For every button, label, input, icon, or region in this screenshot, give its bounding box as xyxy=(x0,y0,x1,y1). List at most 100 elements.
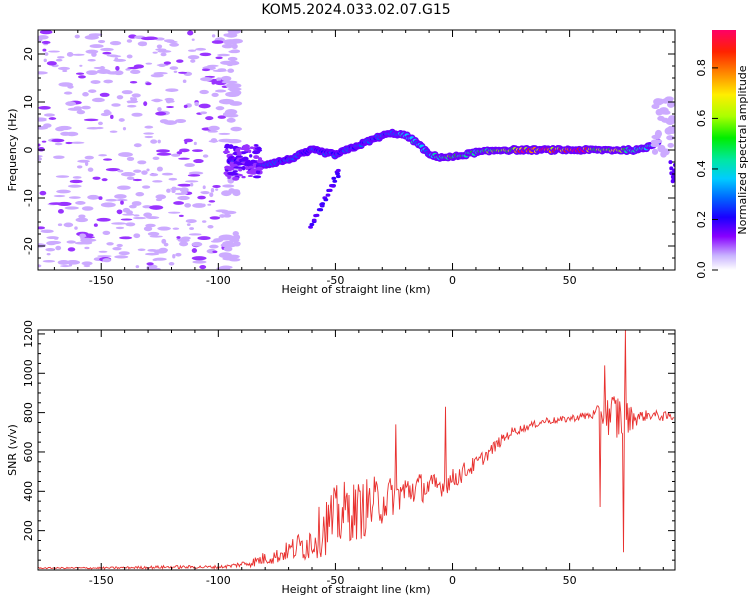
ridge-spread xyxy=(232,170,238,173)
noise-blob xyxy=(38,146,45,152)
noise-blob xyxy=(211,92,219,97)
noise-blob xyxy=(174,118,187,123)
noise-blob xyxy=(130,97,138,102)
noise-blob xyxy=(228,258,241,262)
noise-blob xyxy=(172,227,180,230)
noise-blob xyxy=(109,130,118,133)
noise-blob xyxy=(51,138,65,143)
noise-blob xyxy=(106,242,114,246)
snr-axes-frame xyxy=(37,329,676,571)
noise-blob xyxy=(173,70,178,73)
noise-blob xyxy=(133,214,140,217)
spectrogram-x-tick-label: 0 xyxy=(449,274,456,287)
noise-blob xyxy=(226,117,236,123)
noise-blob xyxy=(214,89,227,93)
noise-blob xyxy=(126,54,133,59)
noise-blob xyxy=(150,73,164,78)
noise-blob xyxy=(115,65,120,71)
ridge-spread xyxy=(232,163,238,167)
noise-blob xyxy=(188,171,204,175)
branch-point xyxy=(314,213,320,217)
noise-blob xyxy=(38,118,47,122)
noise-blob xyxy=(209,244,219,249)
noise-blob xyxy=(223,33,231,37)
noise-blob xyxy=(116,185,131,190)
noise-blob xyxy=(135,265,140,269)
noise-blob xyxy=(194,101,199,107)
spectrogram-x-tick-label: -100 xyxy=(206,274,231,287)
noise-blob xyxy=(127,100,131,104)
noise-blob xyxy=(221,80,238,84)
noise-blob xyxy=(98,154,108,157)
noise-blob xyxy=(152,156,160,160)
noise-blob xyxy=(169,66,179,70)
noise-blob xyxy=(191,256,207,261)
edge-blob xyxy=(650,142,660,148)
noise-blob xyxy=(116,210,122,214)
noise-blob xyxy=(119,236,133,240)
noise-blob xyxy=(116,243,123,248)
noise-blob xyxy=(38,35,49,40)
noise-blob xyxy=(211,40,224,44)
noise-blob xyxy=(231,89,242,96)
noise-blob xyxy=(114,255,129,259)
noise-blob xyxy=(217,53,230,57)
noise-blob xyxy=(151,267,161,270)
noise-blob xyxy=(75,217,89,223)
noise-blob xyxy=(143,101,148,107)
noise-blob xyxy=(150,139,158,144)
noise-blob xyxy=(226,139,242,144)
noise-blob xyxy=(130,69,141,75)
noise-blob xyxy=(128,204,137,209)
noise-blob xyxy=(217,68,227,72)
noise-blob xyxy=(90,80,101,84)
branch-point xyxy=(311,218,317,222)
noise-blob xyxy=(227,68,235,73)
noise-blob xyxy=(105,167,121,172)
noise-blob xyxy=(39,190,47,196)
noise-blob xyxy=(38,264,42,268)
ridge-spread xyxy=(238,158,246,162)
noise-blob xyxy=(82,236,96,239)
noise-blob xyxy=(132,178,142,182)
noise-blob xyxy=(46,61,57,66)
noise-blob xyxy=(149,205,164,210)
noise-blob xyxy=(231,43,238,50)
noise-blob xyxy=(199,111,208,115)
noise-blob xyxy=(55,58,63,62)
noise-blob xyxy=(81,206,94,211)
noise-blob xyxy=(98,250,108,253)
noise-blob xyxy=(221,210,237,215)
noise-blob xyxy=(82,92,89,97)
noise-blob xyxy=(60,131,71,136)
noise-blob xyxy=(223,246,233,252)
noise-blob xyxy=(178,157,190,160)
noise-blob xyxy=(166,40,178,44)
edge-blob xyxy=(667,142,674,148)
noise-blob xyxy=(62,69,68,72)
noise-blob xyxy=(65,260,81,265)
noise-blob xyxy=(221,75,232,82)
noise-blob xyxy=(120,218,133,221)
ridge-spread xyxy=(237,162,243,166)
noise-blob xyxy=(215,188,219,191)
noise-blob xyxy=(172,254,176,259)
ridge-spread xyxy=(238,168,243,172)
ridge-spread xyxy=(235,147,241,153)
noise-blob xyxy=(218,132,231,135)
noise-blob xyxy=(67,247,76,252)
ridge-spread xyxy=(227,153,233,156)
snr-series-line xyxy=(38,330,675,570)
noise-blob xyxy=(168,262,175,266)
noise-blob xyxy=(166,105,174,109)
noise-blob xyxy=(156,152,172,156)
ridge-spread xyxy=(229,161,235,165)
noise-blob xyxy=(88,33,103,37)
spectrogram-y-axis-title: Frequency (Hz) xyxy=(6,109,19,192)
ridge-spread xyxy=(254,147,262,150)
ridge-spread xyxy=(236,158,241,162)
noise-blob xyxy=(228,60,240,66)
edge-blob xyxy=(667,101,675,108)
noise-blob xyxy=(116,95,124,100)
